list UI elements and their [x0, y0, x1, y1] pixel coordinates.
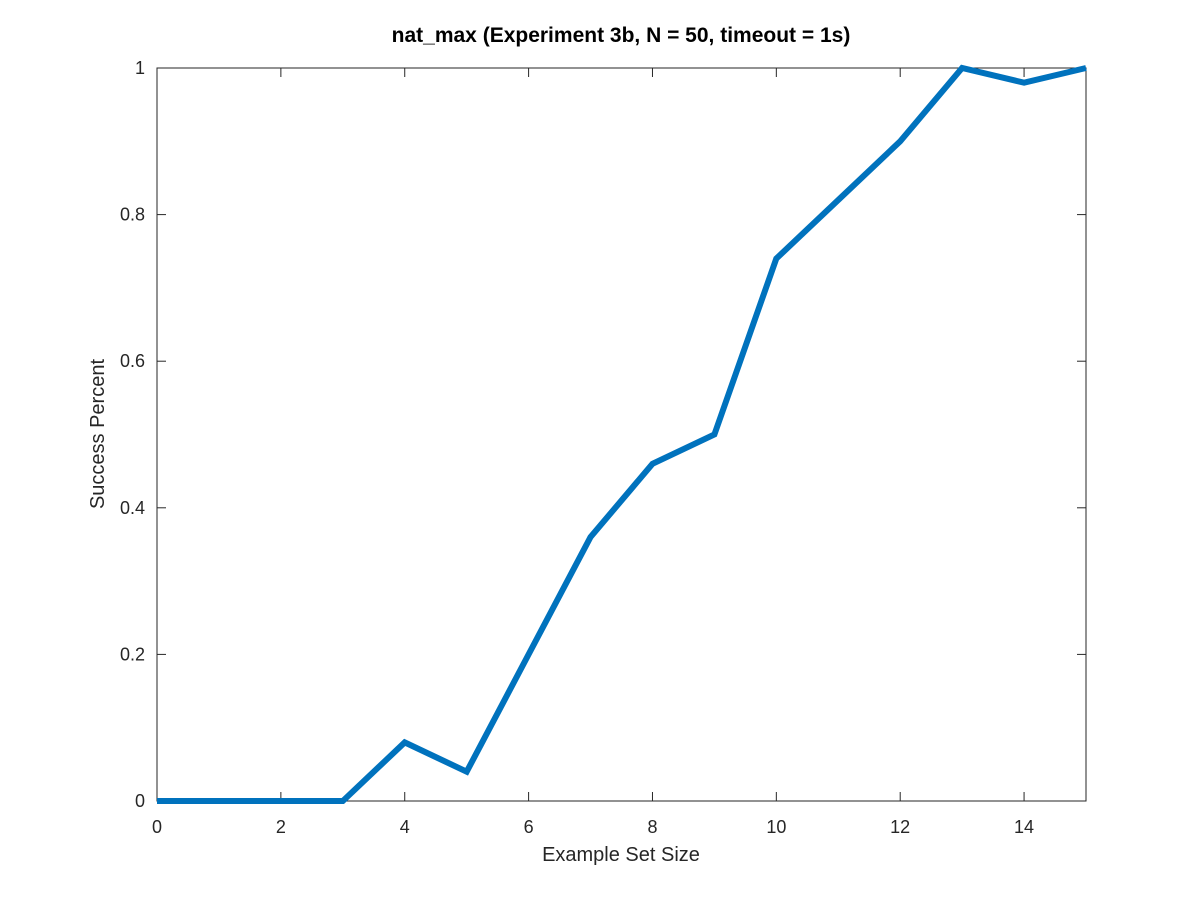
- data-point: [838, 199, 839, 200]
- data-point: [1024, 82, 1025, 83]
- y-tick-label: 0.6: [120, 351, 145, 371]
- data-point: [776, 258, 777, 259]
- data-point: [528, 654, 529, 655]
- data-point: [466, 771, 467, 772]
- data-point: [280, 801, 281, 802]
- data-point: [157, 801, 158, 802]
- data-point: [962, 68, 963, 69]
- y-tick-label: 0.8: [120, 205, 145, 225]
- chart-title: nat_max (Experiment 3b, N = 50, timeout …: [392, 24, 851, 47]
- plot-frame: [156, 67, 1087, 802]
- axes: [156, 67, 1087, 802]
- data-point: [404, 742, 405, 743]
- y-tick-label: 1: [135, 58, 145, 78]
- data-point: [590, 537, 591, 538]
- x-tick-label: 4: [400, 817, 410, 837]
- series-line: [157, 64, 1087, 804]
- tick-labels: 0 2 4 6 8 10 12 14 0 0.2 0.4 0.6 0.8 1: [120, 58, 1034, 837]
- x-tick-label: 10: [766, 817, 786, 837]
- data-point: [1086, 68, 1087, 69]
- data-point: [218, 801, 219, 802]
- x-tick-label: 0: [152, 817, 162, 837]
- y-tick-label: 0.4: [120, 498, 145, 518]
- series-lines: [157, 64, 1087, 804]
- data-point: [900, 141, 901, 142]
- x-tick-label: 8: [647, 817, 657, 837]
- y-tick-label: 0: [135, 791, 145, 811]
- x-tick-label: 2: [276, 817, 286, 837]
- data-point: [714, 434, 715, 435]
- data-point: [342, 801, 343, 802]
- x-tick-label: 14: [1014, 817, 1034, 837]
- tick-marks: [156, 67, 1086, 802]
- data-point: [652, 463, 653, 464]
- x-tick-label: 12: [890, 817, 910, 837]
- y-tick-label: 0.2: [120, 644, 145, 664]
- x-tick-label: 6: [524, 817, 534, 837]
- y-axis-label: Success Percent: [87, 359, 109, 510]
- x-axis-label: Example Set Size: [542, 844, 700, 866]
